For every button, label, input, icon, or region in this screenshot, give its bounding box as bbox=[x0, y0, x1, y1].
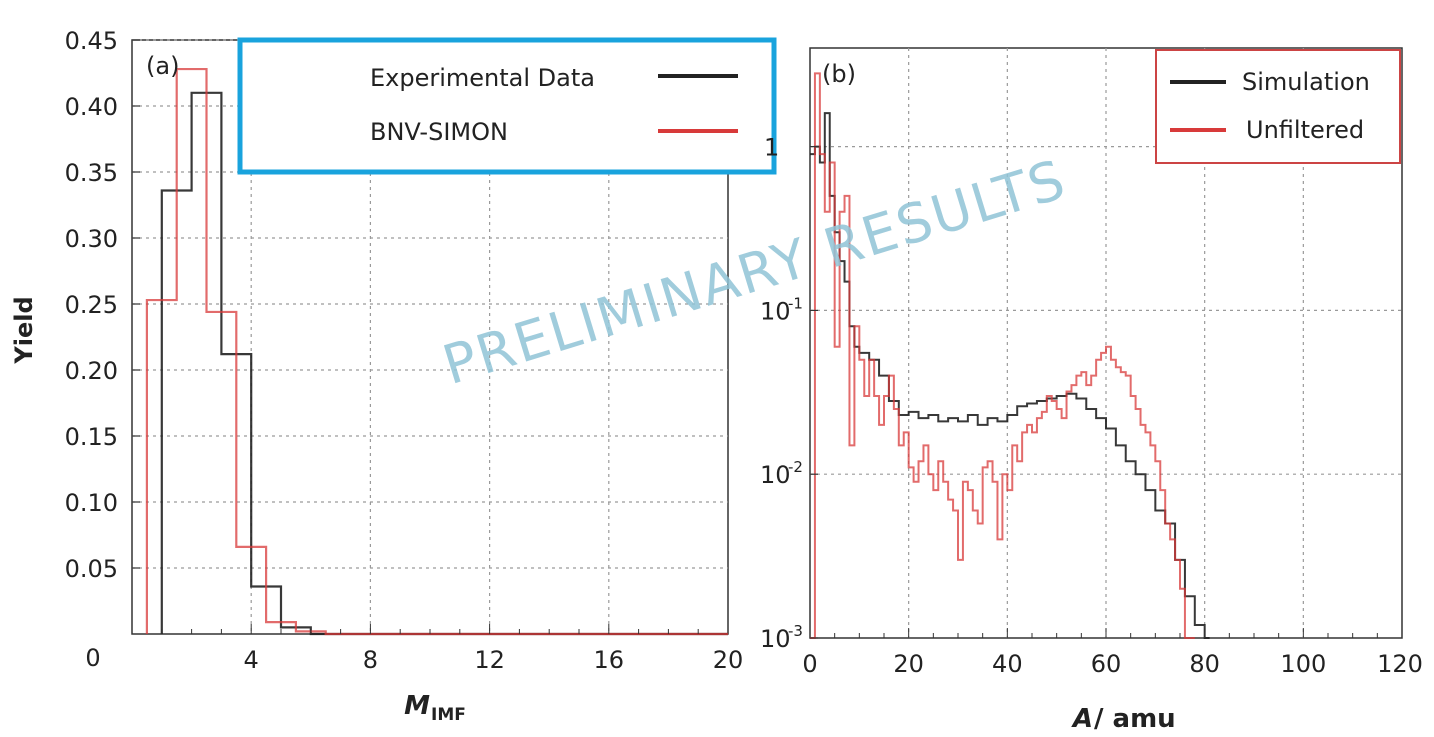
panel-b-y-tick-exponent: -1 bbox=[788, 294, 803, 312]
legend-entry-bnv-simon: BNV-SIMON bbox=[370, 118, 508, 146]
series-experimental-data bbox=[160, 91, 728, 636]
panel-a-y-tick-label: 0.05 bbox=[65, 555, 118, 583]
panel-a: 0.45 0.40 0.35 0.30 0.25 0.20 0.15 0.10 0.05 0 4 8… bbox=[10, 27, 777, 725]
panel-a-y-tick-label: 0.45 bbox=[65, 27, 118, 55]
panel-b-x-tick-label: 20 bbox=[893, 650, 924, 678]
panel-b-x-ticks: 0 20 40 60 80 100 120 bbox=[802, 628, 1423, 678]
panel-a-y-tick-label: 0.40 bbox=[65, 93, 118, 121]
panel-a-legend: Experimental Data BNV-SIMON bbox=[237, 37, 777, 175]
panel-a-x-ticks: 0 4 8 12 16 20 bbox=[85, 624, 743, 674]
panel-a-label: (a) bbox=[146, 52, 179, 80]
legend-entry-unfiltered: Unfiltered bbox=[1246, 116, 1364, 144]
panel-a-legend-box bbox=[237, 37, 777, 175]
panel-b-y-ticks: 110-110-210-3 bbox=[760, 134, 818, 653]
panel-a-y-tick-label: 0.35 bbox=[65, 159, 118, 187]
panel-a-x-tick-label: 12 bbox=[474, 646, 505, 674]
panel-a-x-tick-label: 16 bbox=[594, 646, 625, 674]
panel-b-x-tick-label: 80 bbox=[1189, 650, 1220, 678]
series-unfiltered bbox=[810, 72, 1195, 639]
panel-b-y-tick-label: 10 bbox=[760, 297, 791, 325]
series-bnv-simon bbox=[145, 67, 728, 636]
panel-b-x-tick-label: 120 bbox=[1377, 650, 1423, 678]
panel-a-y-tick-label: 0.15 bbox=[65, 423, 118, 451]
panel-a-origin-label: 0 bbox=[85, 644, 100, 672]
panel-b-y-tick-exponent: -3 bbox=[788, 622, 803, 640]
panel-b-y-tick-label: 1 bbox=[764, 134, 779, 162]
panel-b-legend-box bbox=[1155, 49, 1401, 164]
panel-b-x-tick-label: 60 bbox=[1091, 650, 1122, 678]
panel-b-y-tick-exponent: -2 bbox=[788, 458, 803, 476]
panel-b-x-tick-label: 40 bbox=[992, 650, 1023, 678]
panel-a-y-axis-label: Yield bbox=[10, 296, 38, 364]
panel-a-x-axis-label: M bbox=[404, 691, 430, 721]
panel-b-series bbox=[810, 72, 1210, 639]
panel-a-x-tick-label: 8 bbox=[363, 646, 378, 674]
panel-b-x-axis-label-unit: / amu bbox=[1094, 704, 1176, 734]
panel-a-x-tick-label: 4 bbox=[244, 646, 259, 674]
panel-b-label: (b) bbox=[822, 60, 856, 88]
panel-a-x-axis-label-subscript: IMF bbox=[431, 705, 466, 725]
legend-entry-experimental-data: Experimental Data bbox=[370, 64, 595, 92]
panel-b-x-tick-label: 0 bbox=[802, 650, 817, 678]
panel-a-y-tick-label: 0.20 bbox=[65, 357, 118, 385]
panel-b: 110-110-210-3 0 20 40 60 80 100 120 (b) A / am… bbox=[760, 47, 1423, 734]
panel-a-series bbox=[145, 67, 728, 636]
panel-a-x-tick-label: 20 bbox=[713, 646, 744, 674]
panel-b-grid bbox=[810, 48, 1402, 638]
panel-a-y-tick-label: 0.30 bbox=[65, 225, 118, 253]
panel-b-legend: Simulation Unfiltered bbox=[1155, 49, 1401, 164]
panel-a-y-tick-label: 0.25 bbox=[65, 291, 118, 319]
panel-b-x-axis-label-symbol: A bbox=[1071, 704, 1093, 734]
panel-b-y-tick-label: 10 bbox=[760, 461, 791, 489]
legend-entry-simulation: Simulation bbox=[1242, 68, 1370, 96]
panel-b-y-tick-label: 10 bbox=[760, 625, 791, 653]
panel-a-y-ticks: 0.45 0.40 0.35 0.30 0.25 0.20 0.15 0.10 0.05 bbox=[65, 27, 140, 583]
panel-b-x-tick-label: 100 bbox=[1280, 650, 1326, 678]
panel-a-y-tick-label: 0.10 bbox=[65, 489, 118, 517]
